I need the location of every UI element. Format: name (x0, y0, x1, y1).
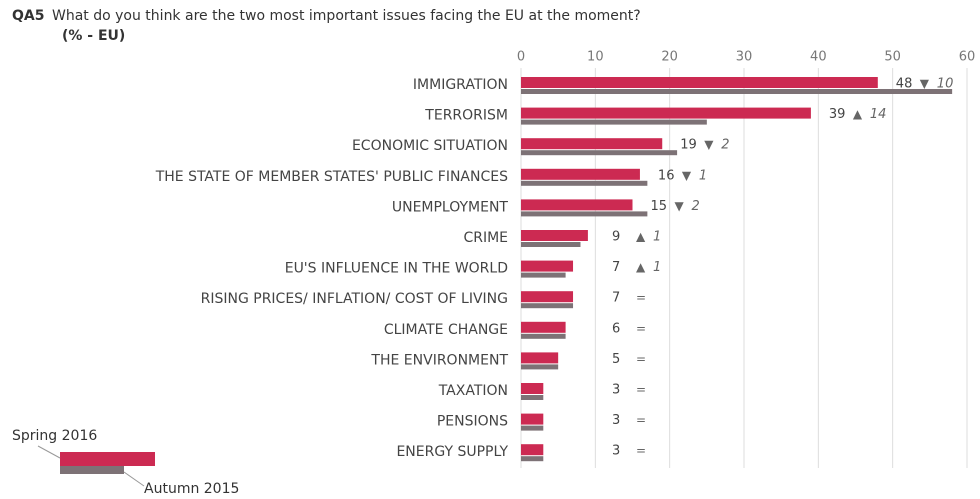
bar (521, 199, 633, 211)
change-direction: ▲ (636, 230, 646, 244)
category-label: CLIMATE CHANGE (384, 322, 508, 338)
bar (521, 211, 648, 217)
bar (521, 303, 574, 309)
legend-swatch (60, 466, 124, 474)
category-label: UNEMPLOYMENT (392, 199, 509, 215)
legend-label: Spring 2016 (12, 428, 97, 444)
legend-label: Autumn 2015 (144, 481, 239, 497)
category-label: TAXATION (438, 383, 508, 399)
bar (521, 291, 574, 303)
bar (521, 168, 640, 180)
value-label: 7 (612, 260, 620, 275)
bar (521, 425, 544, 431)
change-direction: = (636, 321, 646, 335)
legend-leader (37, 445, 61, 459)
change-label: 1 (653, 230, 661, 245)
bar (521, 77, 878, 88)
change-direction: ▲ (853, 107, 863, 121)
x-tick-label: 50 (884, 50, 901, 65)
bar (521, 119, 707, 125)
bar (521, 444, 544, 456)
change-direction: = (636, 413, 646, 427)
value-label: 6 (612, 321, 620, 336)
bar (521, 364, 559, 370)
bar (521, 242, 581, 247)
value-label: 3 (612, 413, 620, 428)
value-label: 15 (651, 199, 668, 214)
category-label: THE STATE OF MEMBER STATES' PUBLIC FINAN… (155, 169, 508, 185)
change-label: 10 (937, 77, 954, 92)
bar (521, 180, 648, 186)
value-label: 3 (612, 444, 620, 459)
bar (521, 395, 544, 400)
change-direction: = (636, 383, 646, 397)
bar (521, 260, 574, 272)
question-id: QA5 (12, 8, 44, 24)
change-direction: = (636, 352, 646, 366)
change-direction: ▲ (636, 260, 646, 274)
category-label: TERRORISM (424, 108, 508, 124)
category-label: ECONOMIC SITUATION (352, 138, 508, 154)
value-label: 48 (896, 77, 913, 92)
bar (521, 107, 811, 119)
x-tick-label: 30 (736, 50, 753, 65)
bar (521, 230, 588, 241)
change-label: 1 (653, 260, 661, 275)
legend-leader (123, 471, 145, 487)
change-label: 2 (692, 199, 700, 214)
category-label: ENERGY SUPPLY (396, 444, 508, 460)
value-label: 7 (612, 291, 620, 306)
x-tick-label: 10 (587, 50, 604, 65)
category-label: CRIME (463, 230, 508, 246)
chart-title: What do you think are the two most impor… (52, 8, 641, 24)
change-direction: ▼ (704, 138, 714, 152)
x-tick-label: 20 (661, 50, 678, 65)
bar (521, 138, 663, 150)
bar (521, 383, 544, 394)
change-direction: = (636, 444, 646, 458)
change-direction: ▼ (682, 168, 692, 182)
x-tick-label: 60 (959, 50, 976, 65)
x-tick-label: 40 (810, 50, 827, 65)
value-label: 16 (658, 168, 675, 183)
change-direction: = (636, 291, 646, 305)
bar (521, 413, 544, 425)
category-label: EU'S INFLUENCE IN THE WORLD (285, 261, 508, 277)
value-label: 5 (612, 352, 620, 367)
category-label: RISING PRICES/ INFLATION/ COST OF LIVING (201, 291, 508, 307)
change-direction: ▼ (675, 199, 685, 213)
chart-subtitle: (% - EU) (62, 28, 125, 44)
change-label: 1 (699, 168, 707, 183)
category-label: IMMIGRATION (413, 77, 508, 93)
value-label: 3 (612, 383, 620, 398)
value-label: 19 (680, 138, 697, 153)
bar (521, 352, 559, 364)
value-label: 9 (612, 230, 620, 245)
bar (521, 150, 678, 156)
bar (521, 272, 566, 278)
value-label: 39 (829, 107, 846, 122)
category-label: THE ENVIRONMENT (370, 352, 508, 368)
change-label: 14 (870, 107, 887, 122)
x-tick-label: 0 (517, 50, 525, 65)
bar (521, 456, 544, 462)
bar (521, 333, 566, 339)
bar (521, 89, 953, 94)
bar (521, 321, 566, 333)
change-direction: ▼ (920, 77, 930, 91)
legend-swatch (60, 452, 155, 466)
change-label: 2 (721, 138, 729, 153)
category-label: PENSIONS (437, 414, 508, 430)
